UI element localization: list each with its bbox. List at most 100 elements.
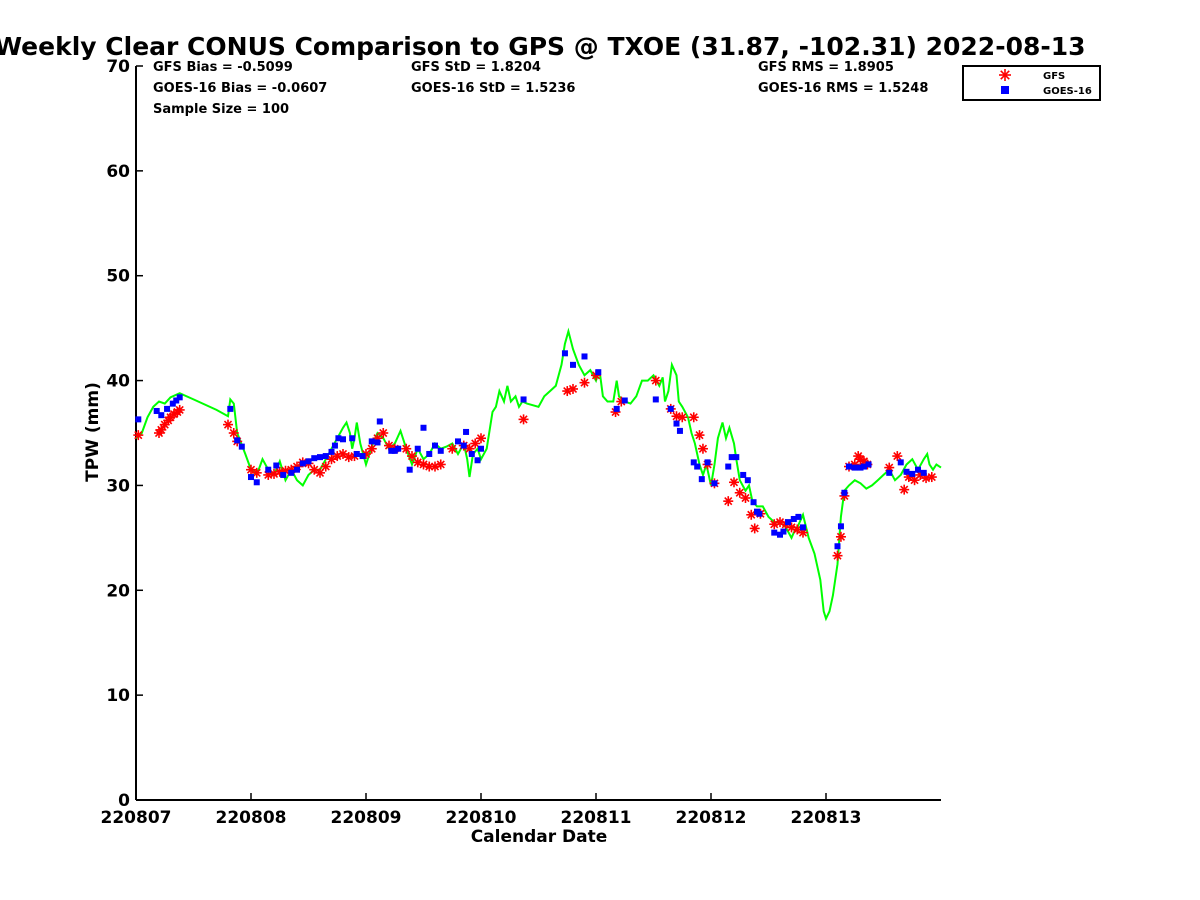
goes16-point — [771, 529, 778, 536]
goes16-point — [756, 510, 763, 517]
goes16-point — [837, 523, 844, 530]
gfs-point — [401, 443, 412, 454]
goes16-point — [750, 499, 757, 506]
goes16-point — [920, 469, 927, 476]
goes16-point — [455, 438, 461, 445]
x-tick-label: 220807 — [101, 808, 172, 828]
goes16-point — [164, 405, 171, 412]
goes16-point — [846, 463, 852, 470]
x-tick-label: 220811 — [561, 808, 632, 828]
goes16-point — [474, 457, 481, 464]
gfs-point — [723, 496, 734, 507]
gfs-point — [407, 451, 417, 462]
gfs-point — [688, 412, 699, 423]
goes16-point — [322, 453, 329, 460]
goes16-point — [340, 436, 346, 443]
gfs-point — [156, 424, 167, 435]
goes16-point — [800, 524, 806, 531]
goes16-point — [613, 405, 620, 412]
goes16-point — [777, 531, 783, 538]
axes: 0 10 20 30 40 50 60 70 220807 220808 220809 220810 2… — [101, 57, 941, 828]
gfs-point — [697, 443, 708, 454]
goes16-point — [520, 396, 527, 403]
goes16-point — [288, 469, 295, 476]
goes16-point — [248, 474, 254, 481]
gfs-point — [694, 430, 705, 441]
goes16-point — [335, 435, 342, 442]
goes16-point — [841, 489, 848, 496]
sample-size-text: Sample Size = 100 — [153, 102, 289, 117]
goes16-point — [860, 463, 867, 470]
gfs-point — [366, 443, 377, 454]
goes16-point — [865, 461, 872, 468]
goes16-point — [909, 470, 916, 477]
goes16-point — [886, 469, 893, 476]
goes16-point — [265, 466, 272, 473]
x-axis-label: Calendar Date — [471, 827, 608, 847]
gfs-point — [343, 452, 354, 463]
goes16-point — [676, 427, 683, 434]
goes16-point — [581, 353, 588, 360]
y-tick-label: 20 — [106, 581, 130, 601]
goes16-point — [570, 361, 576, 368]
y-tick-label: 50 — [106, 267, 130, 287]
goes16-point — [667, 405, 674, 412]
goes16-point — [169, 400, 176, 407]
goes16-point — [652, 396, 659, 403]
goes16-point — [426, 450, 433, 457]
goes16-point — [740, 471, 747, 478]
goes16-point — [311, 455, 318, 462]
goes16-point — [561, 350, 568, 357]
goes16-point — [595, 369, 602, 376]
gfs-point — [729, 477, 739, 488]
goes16-point — [376, 418, 383, 425]
gfs-point — [447, 443, 458, 454]
goes16-point — [690, 459, 697, 466]
goes16-point — [903, 468, 910, 475]
gfs-point — [740, 493, 751, 504]
goes16-point — [432, 442, 438, 449]
gfs-point — [133, 430, 144, 441]
goes16-point — [158, 412, 165, 419]
legend-gfs-label: GFS — [1043, 71, 1065, 82]
gfs-point — [650, 375, 661, 386]
goes16-point — [725, 463, 732, 470]
goes16-point — [790, 515, 797, 522]
goes16-point — [704, 459, 711, 466]
goes16-point — [744, 477, 751, 484]
goes16-point — [294, 466, 300, 473]
goes16-point — [359, 453, 366, 460]
gfs-point — [378, 428, 389, 438]
goes16-bias-text: GOES-16 Bias = -0.0607 — [153, 81, 327, 96]
y-tick-label: 40 — [106, 372, 130, 392]
gfs-point — [926, 472, 937, 483]
goes16-point — [478, 445, 484, 452]
gfs-point — [677, 412, 688, 423]
goes16-point — [406, 466, 413, 473]
gfs-point — [579, 377, 590, 388]
gfs-point — [435, 459, 446, 470]
goes16-point — [253, 479, 260, 486]
goes16-point — [915, 466, 921, 473]
goes16-point — [785, 519, 792, 526]
goes16-point — [234, 437, 241, 444]
goes16-point — [673, 420, 680, 427]
goes16-point — [420, 424, 427, 431]
x-tick-label: 220810 — [446, 808, 517, 828]
legend-gfs-marker — [999, 69, 1011, 81]
goes16-point — [834, 543, 841, 550]
gfs-point — [274, 466, 285, 477]
goes16-point — [468, 450, 475, 457]
goes16-point — [317, 454, 323, 461]
goes16-point — [273, 462, 280, 469]
goes16-point — [353, 450, 360, 457]
goes16-point — [851, 464, 858, 471]
goes16-rms-text: GOES-16 RMS = 1.5248 — [758, 81, 928, 96]
gfs-std-text: GFS StD = 1.8204 — [411, 60, 541, 75]
goes16-point — [238, 443, 245, 450]
gfs-point — [223, 419, 233, 430]
x-tick-label: 220809 — [331, 808, 402, 828]
goes16-point — [728, 454, 735, 461]
y-tick-label: 70 — [106, 57, 130, 77]
